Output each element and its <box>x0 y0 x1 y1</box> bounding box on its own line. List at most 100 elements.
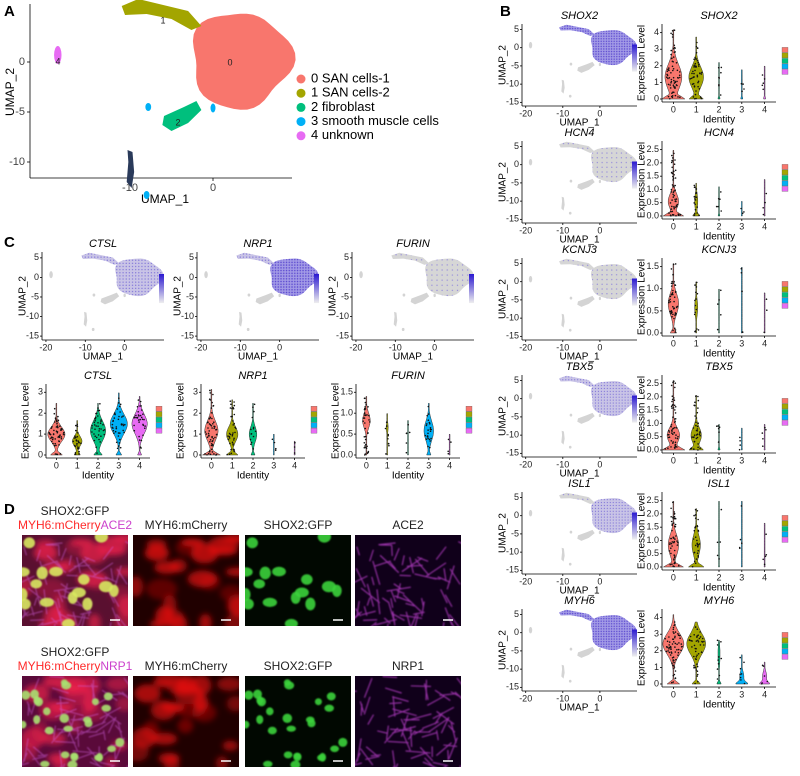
cell-dot <box>91 431 93 433</box>
axis-title: Identity <box>703 583 735 594</box>
axis-title: Identity <box>703 232 735 243</box>
membrane <box>437 576 451 583</box>
membrane <box>367 714 375 725</box>
cell-dot <box>670 384 673 387</box>
gene-title: TBX5 <box>705 361 733 373</box>
y-tick-label: 0.0 <box>340 449 353 459</box>
y-tick-label: 0 <box>34 272 39 282</box>
y-tick-label: 1.0 <box>646 283 659 293</box>
nucleus <box>266 707 274 716</box>
membrane <box>402 732 411 751</box>
cell-dot <box>252 406 254 409</box>
y-tick-label: 3 <box>654 44 659 54</box>
cell-signal <box>79 676 101 696</box>
violin <box>407 420 409 456</box>
cell-cluster <box>54 46 62 64</box>
micrograph <box>133 535 239 626</box>
umap-embedding <box>528 24 637 98</box>
membrane <box>425 562 447 577</box>
membrane <box>68 555 72 566</box>
cell-dot <box>206 454 208 456</box>
gene-title: KCNJ3 <box>702 244 738 256</box>
cell-dot <box>671 154 673 157</box>
cell-dot <box>676 437 679 440</box>
x-tick-label: 3 <box>739 338 744 348</box>
cell-dot <box>696 670 699 672</box>
y-tick-label: 0.0 <box>646 327 659 337</box>
membrane <box>110 568 114 582</box>
axis-title: Identity <box>237 471 269 482</box>
cell-dot <box>210 407 213 409</box>
membrane <box>54 623 56 626</box>
cell-dot <box>694 517 697 519</box>
cell-cluster <box>569 413 573 417</box>
membrane <box>56 561 64 570</box>
y-tick-label: 2 <box>654 645 659 655</box>
membrane <box>103 730 106 741</box>
cell-dot <box>671 315 673 318</box>
cell-dot <box>232 424 234 426</box>
cell-dot <box>229 433 232 436</box>
cell-dot <box>694 647 697 650</box>
y-tick-label: 4 <box>654 27 659 37</box>
cell-dot <box>762 82 765 84</box>
cell-dot <box>229 442 231 445</box>
cell-dot <box>118 405 121 408</box>
membrane <box>407 730 416 740</box>
cell-dot <box>212 438 215 440</box>
cell-dot <box>700 97 703 100</box>
cell-dot <box>668 550 671 552</box>
cell-dot <box>95 446 97 449</box>
y-tick-label: 0 <box>514 159 519 169</box>
membrane <box>421 601 425 617</box>
nucleus <box>293 752 302 762</box>
cell-dot <box>695 286 698 288</box>
x-tick-label: 1 <box>694 338 699 348</box>
gene-title: MYH6 <box>704 595 735 607</box>
x-tick-label: -10 <box>556 342 569 352</box>
channel-label: MYH6:mCherry <box>145 518 228 532</box>
nucleus <box>318 752 327 762</box>
cell-cluster <box>528 41 533 49</box>
cell-dot <box>695 45 698 48</box>
axis-title: UMAP_2 <box>18 276 29 316</box>
y-tick-label: -15 <box>336 330 349 340</box>
cell-dot <box>80 442 82 445</box>
cell-dot <box>739 676 742 679</box>
cell-cluster <box>49 271 53 279</box>
cell-dot <box>672 76 675 79</box>
gene-title: FURIN <box>391 370 425 382</box>
cell-dot <box>117 402 120 404</box>
cell-dot <box>761 84 764 87</box>
cell-dot <box>675 215 677 217</box>
cell-dot <box>204 431 207 433</box>
cell-cluster <box>568 562 572 566</box>
cell-dot <box>696 430 699 432</box>
cell-dot <box>697 546 699 548</box>
cell-signal <box>177 718 194 734</box>
y-tick-label: -10 <box>506 430 519 440</box>
membrane <box>454 691 461 699</box>
cell-dot <box>675 535 677 537</box>
cell-dot <box>95 436 98 439</box>
cell-dot <box>667 95 670 98</box>
cell-dot <box>717 656 720 658</box>
panel-label: B <box>500 3 511 20</box>
cell-dot <box>673 152 675 155</box>
cell-dot <box>670 78 673 81</box>
cell-dot <box>98 409 101 412</box>
x-tick-label: 0 <box>54 460 59 470</box>
membrane <box>77 685 98 687</box>
cell-dot <box>674 517 677 520</box>
cell-dot <box>697 680 699 683</box>
cell-dot <box>139 405 141 407</box>
cell-dot <box>673 300 675 303</box>
membrane <box>355 752 361 766</box>
cell-dot <box>766 309 768 312</box>
cell-dot <box>115 427 118 430</box>
cell-cluster <box>145 103 152 111</box>
legend-swatch <box>781 69 789 75</box>
cell-dot <box>673 207 675 210</box>
legend-swatch <box>296 102 306 112</box>
membrane <box>443 568 447 582</box>
